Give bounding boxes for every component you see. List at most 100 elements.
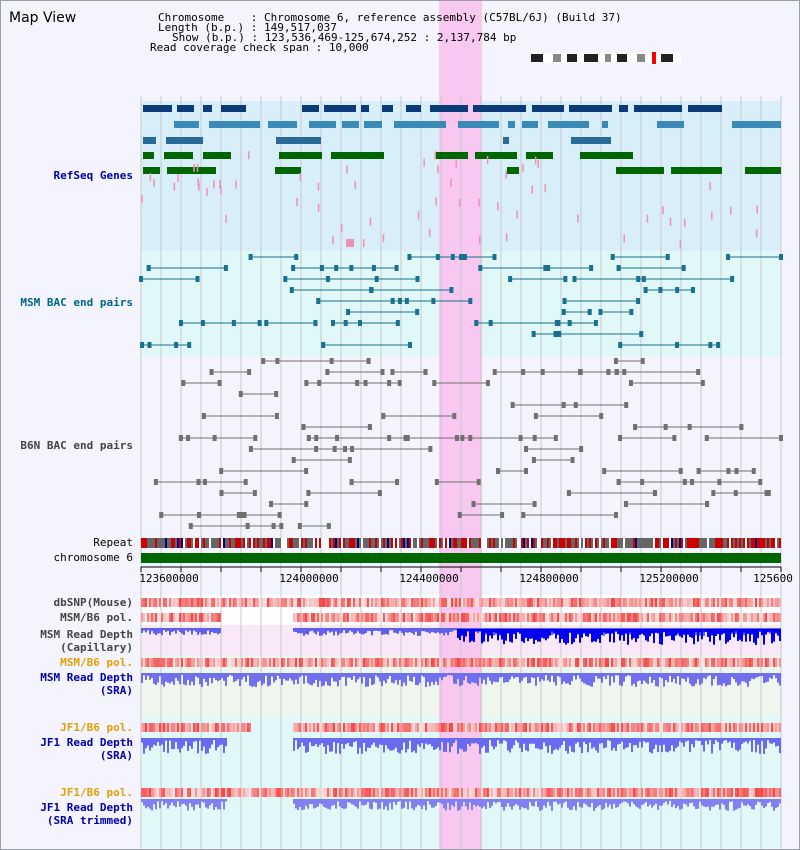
dbsnp-heat (177, 598, 179, 607)
jf1-b6-pol-heat (467, 723, 469, 732)
jf1-b6-pol-heat (571, 723, 573, 732)
msm-bac-pair-end (665, 254, 670, 260)
jf1-b6-pol-trimmed-heat (197, 788, 199, 797)
b6n-bac-pair-end (696, 369, 701, 375)
msm-b6-pol-sra-heat (207, 658, 209, 667)
jf1-depth-trim-bar (211, 799, 213, 804)
msm-b6-pol-heat (637, 613, 639, 622)
jf1-b6-pol-heat (741, 723, 743, 732)
jf1-b6-pol-trimmed-heat (725, 788, 727, 797)
dbsnp-heat (281, 598, 283, 607)
jf1-depth-sra-bar (763, 738, 765, 754)
jf1-b6-pol-heat (293, 723, 295, 732)
jf1-b6-pol-trimmed-heat (255, 788, 257, 797)
jf1-depth-trim-bar (177, 799, 179, 802)
jf1-b6-pol-heat (675, 723, 677, 732)
msm-b6-pol-sra-heat (753, 658, 755, 667)
msm-b6-pol-sra-heat (709, 658, 711, 667)
msm-b6-pol-sra-heat (351, 658, 353, 667)
repeat-segment (457, 538, 459, 548)
track-label-chromosome[interactable]: chromosome 6 (53, 551, 133, 564)
dbsnp-heat (493, 598, 495, 607)
track-label-jf1-b6-pol[interactable]: JF1/B6 pol. (60, 721, 133, 734)
msm-depth-sra-bar (493, 673, 495, 682)
jf1-depth-sra-bar (705, 738, 707, 741)
jf1-b6-pol-heat (681, 723, 683, 732)
dbsnp-heat (627, 598, 629, 607)
jf1-depth-trim-bar (321, 799, 323, 805)
jf1-b6-pol-trimmed-heat (279, 788, 281, 797)
msm-depth-cap-bar (419, 628, 421, 636)
msm-bac-pair-end (415, 276, 420, 282)
jf1-depth-trim-bar (151, 799, 153, 811)
msm-b6-pol-sra-heat (283, 658, 285, 667)
msm-depth-cap-bar (611, 629, 613, 634)
jf1-b6-pol-trimmed-heat (399, 788, 401, 797)
jf1-b6-pol-heat (589, 723, 591, 732)
gene-block (602, 121, 608, 128)
track-label-jf1-depth-sra[interactable]: JF1 Read Depth (40, 736, 133, 749)
track-label-msm-depth-capillary[interactable]: MSM Read Depth (40, 628, 133, 641)
jf1-depth-sra-bar (479, 738, 481, 754)
msm-b6-pol-sra-heat (161, 658, 163, 667)
jf1-b6-pol-trimmed-heat (525, 788, 527, 797)
jf1-depth-sra-bar (655, 738, 657, 745)
track-label-msm-b6-pol-sra[interactable]: MSM/B6 pol. (60, 656, 133, 669)
dbsnp-heat (593, 598, 595, 607)
jf1-b6-pol-trimmed-heat (331, 788, 333, 797)
track-label-msm-depth-sra[interactable]: MSM Read Depth (40, 671, 133, 684)
msm-b6-pol-sra-heat (729, 658, 731, 667)
track-label-dbsnp[interactable]: dbSNP(Mouse) (53, 596, 133, 609)
jf1-b6-pol-trimmed-heat (235, 788, 237, 797)
jf1-depth-trim-bar (391, 799, 393, 810)
jf1-depth-trim-bar (389, 799, 391, 804)
msm-b6-pol-heat (405, 613, 407, 622)
msm-b6-pol-heat (183, 613, 185, 622)
repeat-segment (715, 538, 717, 548)
jf1-b6-pol-heat (603, 723, 605, 732)
jf1-depth-sra-bar (153, 738, 155, 745)
gene-block (324, 105, 356, 112)
track-label-msm-bac[interactable]: MSM BAC end pairs (20, 296, 133, 309)
jf1-b6-pol-heat (387, 723, 389, 732)
jf1-b6-pol-trimmed-heat (301, 788, 303, 797)
track-label-msm-b6-pol[interactable]: MSM/B6 pol. (60, 611, 133, 624)
msm-depth-cap-bar (657, 629, 659, 634)
msm-b6-pol-sra-heat (227, 658, 229, 667)
msm-b6-pol-heat (495, 613, 497, 622)
msm-bac-pair-end (316, 298, 321, 304)
jf1-depth-trim-bar (181, 799, 183, 805)
jf1-b6-pol-heat (715, 723, 717, 732)
msm-b6-pol-sra-heat (681, 658, 683, 667)
jf1-b6-pol-heat (151, 723, 153, 732)
jf1-depth-trim-bar (503, 799, 505, 811)
track-label-b6n-bac[interactable]: B6N BAC end pairs (20, 439, 133, 452)
jf1-b6-pol-heat (687, 723, 689, 732)
dbsnp-heat (367, 598, 369, 607)
jf1-b6-pol-heat (145, 723, 147, 732)
dbsnp-heat (201, 598, 203, 607)
msm-b6-pol-heat (573, 613, 575, 622)
track-label-refseq[interactable]: RefSeq Genes (53, 169, 133, 182)
repeat-segment (375, 538, 377, 548)
jf1-depth-sra-bar (641, 738, 643, 748)
jf1-b6-pol-trimmed-heat (755, 788, 757, 797)
jf1-b6-pol-trimmed-heat (461, 788, 463, 797)
jf1-depth-trim-bar (381, 799, 383, 803)
repeat-segment (535, 538, 537, 548)
jf1-depth-trim-bar (599, 799, 601, 806)
track-label-jf1-depth-trimmed[interactable]: JF1 Read Depth (40, 801, 133, 814)
jf1-depth-trim-bar (427, 799, 429, 802)
msm-depth-sra-bar (647, 673, 649, 685)
msm-depth-sra-bar (467, 673, 469, 683)
jf1-b6-pol-heat (439, 723, 441, 732)
jf1-b6-pol-heat (701, 723, 703, 732)
track-label-jf1-b6-pol-trimmed[interactable]: JF1/B6 pol. (60, 786, 133, 799)
track-label-repeat[interactable]: Repeat (93, 536, 133, 549)
dbsnp-heat (735, 598, 737, 607)
jf1-b6-pol-heat (573, 723, 575, 732)
jf1-b6-pol-heat (679, 723, 681, 732)
msm-depth-cap-bar (515, 629, 517, 639)
jf1-depth-trim-bar (663, 799, 665, 803)
jf1-depth-sra-bar (535, 738, 537, 749)
